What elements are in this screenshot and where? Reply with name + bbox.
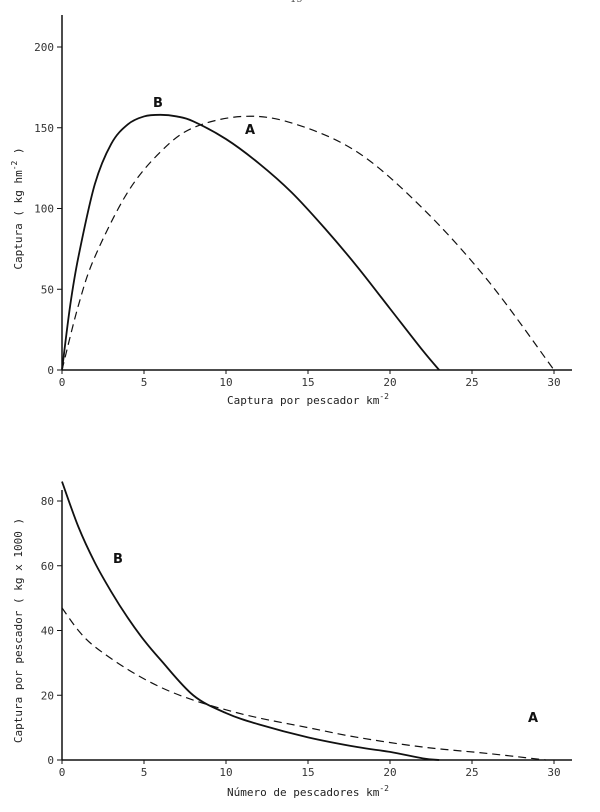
- chart1-y-axis-label: Captura ( kg hm-2 ): [10, 147, 25, 269]
- chart1-x-tick-label: 25: [465, 376, 478, 389]
- page-number: 19: [290, 0, 303, 5]
- chart2-y-tick-label: 20: [41, 689, 54, 702]
- chart2-series-a-label: A: [528, 711, 538, 726]
- chart1-x-tick-label: 10: [219, 376, 232, 389]
- chart1-series-a-line: [61, 115, 555, 371]
- chart2-y-tick-label: 80: [41, 495, 54, 508]
- chart1-x-tick-label: 5: [141, 376, 148, 389]
- chart2-y-tick-label: 40: [41, 625, 54, 638]
- chart2-x-tick-label: 20: [383, 766, 396, 779]
- chart2-y-axis-label: Captura por pescador ( kg x 1000 ): [12, 518, 25, 743]
- chart1-y-tick-label: 200: [34, 41, 54, 54]
- chart2-series-b-label: B: [113, 552, 123, 567]
- chart1-y-tick-label: 150: [34, 122, 54, 135]
- chart1-x-tick-label: 20: [383, 376, 396, 389]
- chart2-x-tick-label: 25: [465, 766, 478, 779]
- chart1-y-tick-label: 50: [41, 283, 54, 296]
- chart2-x-tick-label: 30: [547, 766, 560, 779]
- chart1-series-b-line: [61, 113, 440, 371]
- chart2-series-a-line: [61, 607, 546, 761]
- chart2-x-axis-label: Número de pescadores km-2: [227, 784, 389, 799]
- chart1-series-b-label: B: [153, 96, 163, 111]
- chart2-x-tick-label: 15: [301, 766, 314, 779]
- chart1-x-tick-label: 15: [301, 376, 314, 389]
- chart2-x-tick-label: 0: [59, 766, 66, 779]
- chart2-x-tick-label: 5: [141, 766, 148, 779]
- chart1-x-axis-label: Captura por pescador km-2: [227, 392, 389, 407]
- chart2-x-tick-label: 10: [219, 766, 232, 779]
- chart1-y-tick-label: 0: [47, 364, 54, 377]
- chart2-series-b-line: [61, 481, 440, 761]
- chart1-x-tick-label: 30: [547, 376, 560, 389]
- chart1-x-tick-label: 0: [59, 376, 66, 389]
- chart1-y-tick-label: 100: [34, 203, 54, 216]
- chart1-series-a-label: A: [245, 123, 255, 138]
- chart2-y-tick-label: 0: [47, 754, 54, 767]
- chart2-y-tick-label: 60: [41, 560, 54, 573]
